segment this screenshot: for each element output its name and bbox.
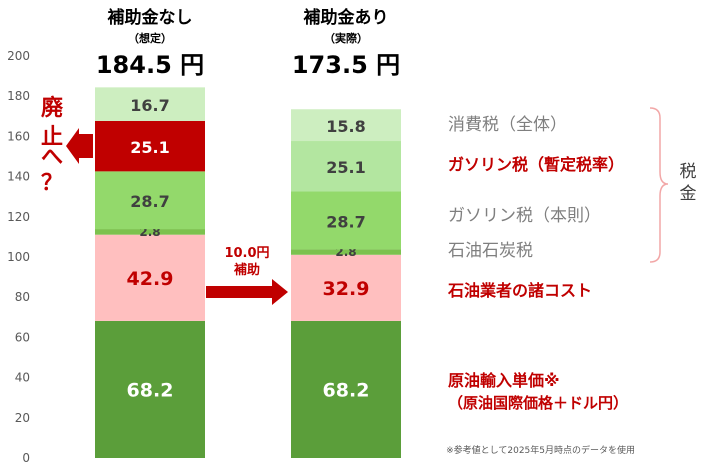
legend-label: 原油輸入単価※ [448,371,560,390]
bar-segment [291,141,401,192]
right-arrow-icon [206,279,288,305]
bar-total: 173.5 円 [292,51,400,79]
data-label: 28.7 [326,212,365,231]
bar-segment [291,109,401,142]
bar-total: 184.5 円 [96,51,204,79]
bar-segment [95,320,205,458]
y-tick-label: 160 [7,129,30,143]
tax-bracket-label-char: 税 [680,162,697,182]
y-tick-label: 40 [15,371,30,385]
data-label: 16.7 [130,96,169,115]
y-tick-label: 120 [7,210,30,224]
data-label: 28.7 [130,192,169,211]
bar-segment [95,87,205,121]
data-label: 25.1 [326,158,365,177]
footnote: ※参考値として2025年5月時点のデータを使用 [446,444,635,456]
data-label: 15.8 [326,117,365,136]
y-tick-label: 60 [15,330,30,344]
bar-segment [95,234,205,321]
left-arrow-icon [66,128,93,164]
subsidy-amount-label: 10.0円 [224,246,269,261]
legend-label: ガソリン税（本則） [448,206,601,226]
legend-label: 消費税（全体） [448,115,567,135]
tax-bracket-label-char: 金 [680,184,697,204]
bar-segment [95,120,205,172]
bar-segment [291,320,401,458]
bar-subtitle: （想定） [128,31,172,45]
abolish-annotation-char: へ [41,145,63,170]
bar-title: 補助金なし [107,7,193,28]
data-label: 68.2 [323,379,370,401]
abolish-annotation-char: ？ [41,171,63,196]
bar-segment [291,254,401,321]
abolish-annotation-char: 止 [41,125,63,150]
data-label: 25.1 [130,138,169,157]
legend-label: ガソリン税（暫定税率） [448,155,624,174]
bar-segment [95,229,205,235]
bar-title: 補助金あり [303,7,389,28]
data-label: 32.9 [323,278,370,300]
data-label: 68.2 [127,379,174,401]
y-tick-label: 20 [15,411,30,425]
subsidy-label: 補助 [233,262,260,278]
data-label: 42.9 [127,268,174,290]
tax-bracket [649,107,669,263]
y-tick-label: 80 [15,290,30,304]
legend-label: 石油石炭税 [448,241,533,261]
bar-segment [95,171,205,230]
bar-segment [291,249,401,255]
legend-label: （原油国際価格＋ドル円） [448,394,628,412]
y-tick-label: 180 [7,89,30,103]
bar-segment [291,191,401,250]
abolish-annotation-char: 廃 [41,95,64,121]
y-tick-label: 200 [7,49,30,63]
y-tick-label: 0 [22,451,30,465]
y-tick-label: 140 [7,170,30,184]
y-tick-label: 100 [7,250,30,264]
legend-label: 石油業者の諸コスト [447,281,592,300]
bar-subtitle: （実際） [324,31,368,45]
